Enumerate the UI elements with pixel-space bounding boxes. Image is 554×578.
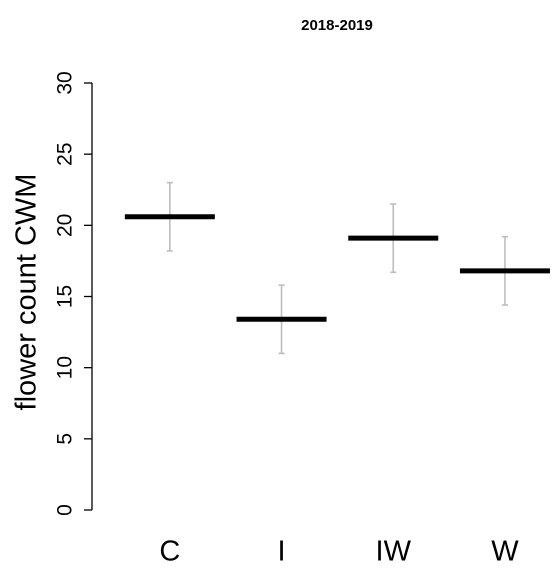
y-tick-label: 5 (54, 433, 77, 445)
y-tick-label: 0 (54, 504, 77, 516)
x-tick-label: IW (376, 536, 412, 568)
chart-title: 2018-2019 (301, 17, 373, 34)
x-tick-label: W (491, 536, 519, 568)
y-tick-label: 25 (54, 142, 77, 165)
x-tick-label: C (159, 536, 180, 568)
y-tick-label: 30 (54, 71, 77, 94)
y-tick-label: 20 (54, 214, 77, 237)
y-tick-label: 15 (54, 285, 77, 308)
x-tick-label: I (278, 536, 286, 568)
y-tick-label: 10 (54, 356, 77, 379)
y-axis-label: flower count CWM (11, 174, 43, 411)
